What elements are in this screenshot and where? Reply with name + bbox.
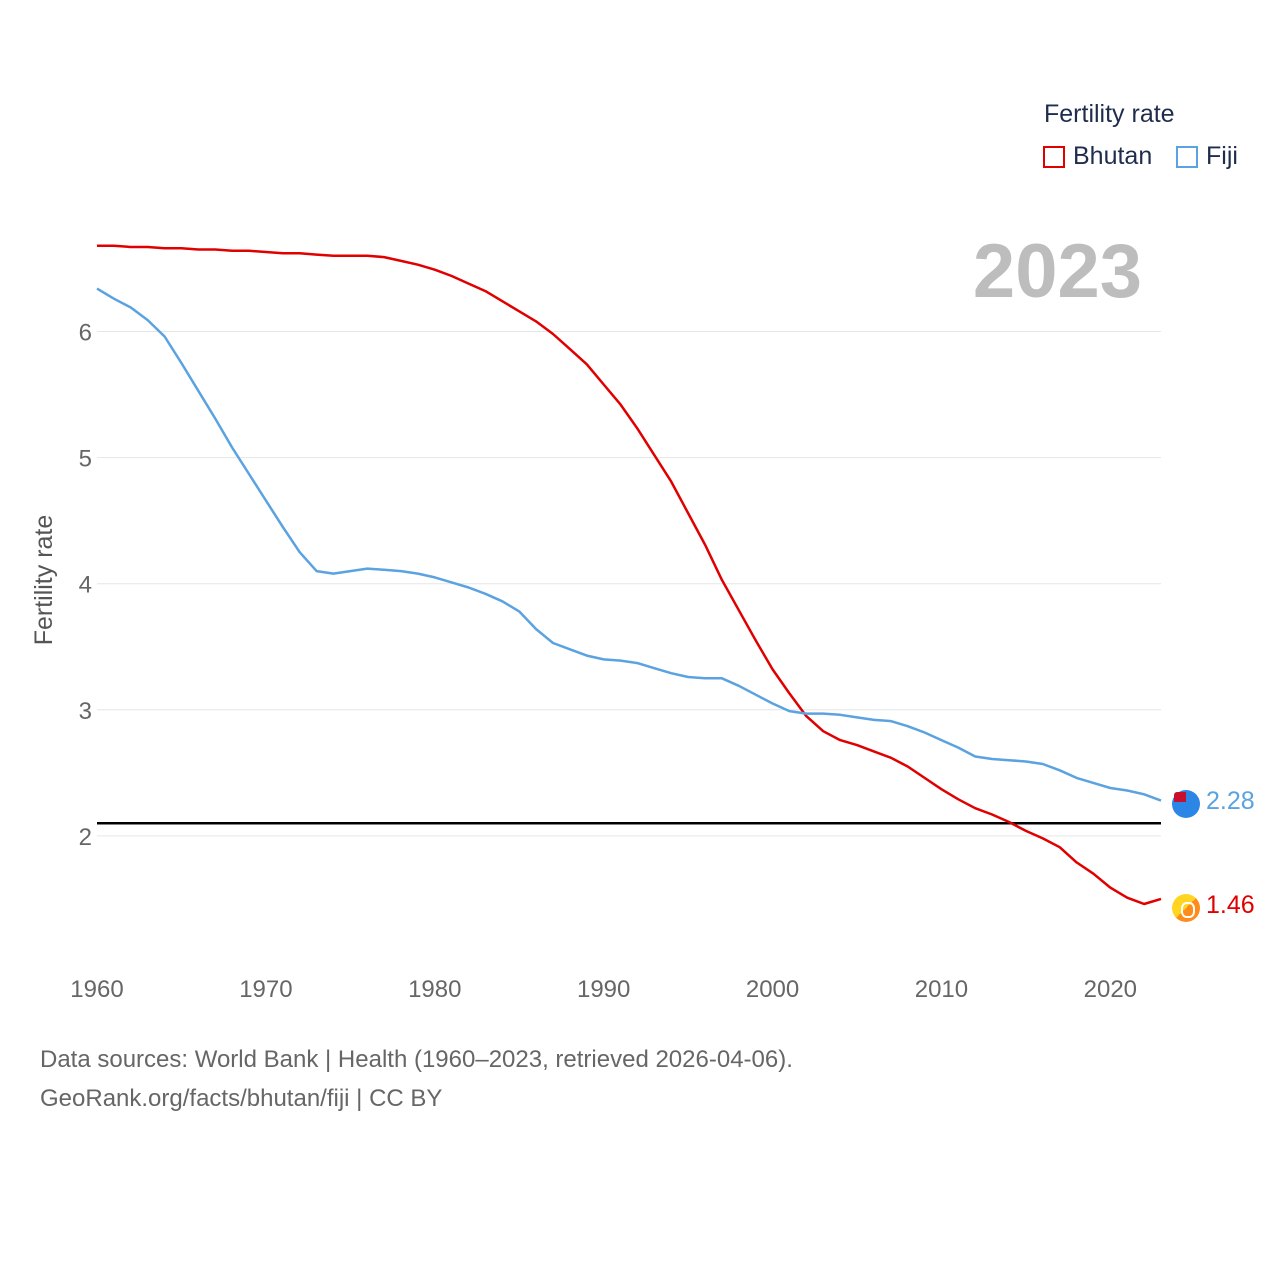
year-label: 2023 — [972, 229, 1142, 314]
bhutan-flag-icon — [1172, 894, 1200, 922]
end-label-bhutan: 1.46 — [1206, 891, 1255, 919]
x-tick-label: 1960 — [70, 976, 123, 1003]
x-tick-label: 1980 — [408, 976, 461, 1003]
end-label-fiji: 2.28 — [1206, 787, 1255, 815]
source-line-1: Data sources: World Bank | Health (1960–… — [40, 1046, 793, 1073]
y-tick-label: 2 — [79, 824, 92, 851]
x-tick-label: 2000 — [746, 976, 799, 1003]
grid-lines — [97, 330, 1161, 837]
y-tick-label: 5 — [79, 446, 92, 473]
x-tick-label: 2020 — [1084, 976, 1137, 1003]
series-line-bhutan[interactable] — [97, 244, 1162, 906]
y-tick-labels: 2 3 4 5 6 — [79, 319, 92, 850]
series-line-fiji[interactable] — [96, 287, 1162, 802]
legend-item-fiji[interactable]: Fiji — [1176, 142, 1238, 171]
y-tick-label: 4 — [79, 572, 92, 599]
fiji-flag-icon — [1172, 790, 1200, 818]
x-tick-label: 1970 — [239, 976, 292, 1003]
legend-title: Fertility rate — [1044, 100, 1175, 128]
y-axis-label: Fertility rate — [30, 515, 58, 646]
source-line-2[interactable]: GeoRank.org/facts/bhutan/fiji | CC BY — [40, 1085, 443, 1112]
x-tick-label: 2010 — [915, 976, 968, 1003]
x-tick-labels: 1960 1970 1980 1990 2000 2010 2020 — [70, 976, 1137, 1003]
legend-label-fiji: Fiji — [1206, 142, 1238, 170]
series-lines — [96, 244, 1162, 906]
legend-swatch-bhutan — [1043, 145, 1065, 168]
legend-item-bhutan[interactable]: Bhutan — [1043, 142, 1152, 171]
y-tick-label: 6 — [79, 319, 92, 346]
y-tick-label: 3 — [79, 698, 92, 725]
x-tick-label: 1990 — [577, 976, 630, 1003]
legend-swatch-fiji — [1176, 145, 1198, 168]
legend-label-bhutan: Bhutan — [1073, 142, 1153, 170]
